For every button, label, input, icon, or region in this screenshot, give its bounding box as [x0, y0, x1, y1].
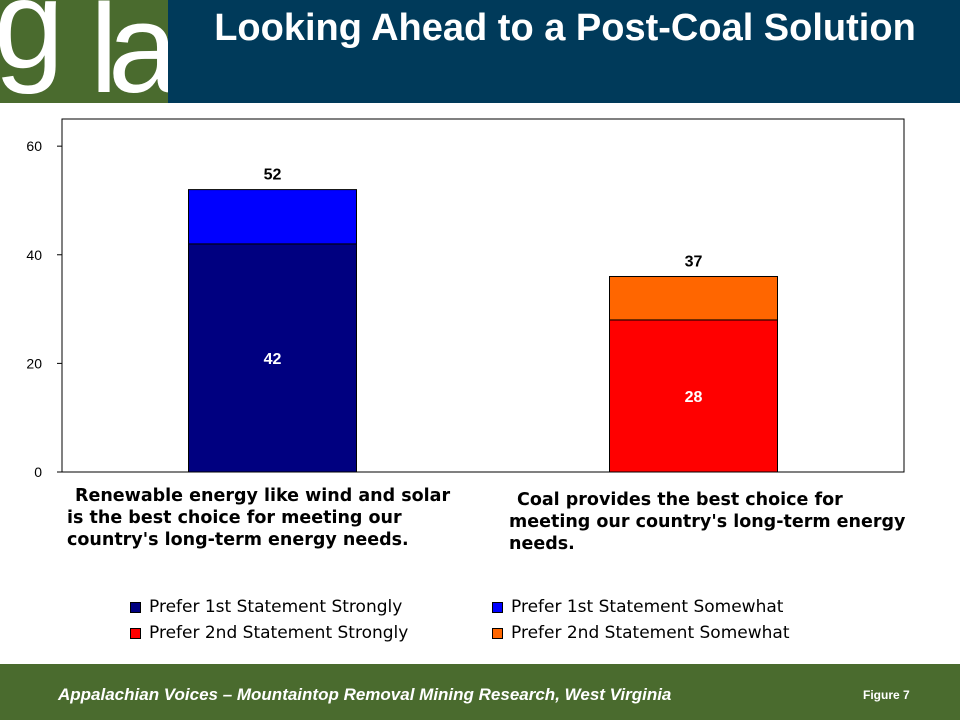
bar-total-label: 52 [264, 167, 282, 184]
bar-segment [188, 189, 357, 245]
footer-source-text: Appalachian Voices – Mountaintop Removal… [58, 685, 672, 704]
bar-segment [609, 319, 778, 473]
legend-label: Prefer 1st Statement Strongly [149, 597, 403, 617]
category-label-renewable: Renewable energy like wind and solar is … [67, 486, 451, 550]
stacked-bar-chart: 0 20 40 60 42 52 28 37 [26, 118, 905, 480]
legend-item-1st-somewhat: Prefer 1st Statement Somewhat [492, 596, 783, 618]
logo-letter-a: a [108, 0, 168, 103]
slide-title: Looking Ahead to a Post-Coal Solution [214, 7, 916, 49]
legend-label: Prefer 2nd Statement Somewhat [511, 623, 790, 643]
header-banner: g l a Looking Ahead to a Post-Coal Solut… [0, 0, 960, 103]
category-label-coal: Coal provides the best choice for meetin… [509, 490, 906, 554]
chart-legend: Prefer 1st Statement Strongly Prefer 1st… [130, 596, 870, 646]
legend-label: Prefer 2nd Statement Strongly [149, 623, 409, 643]
logo-letter-g: g [0, 0, 65, 95]
legend-swatch [492, 601, 503, 613]
legend-swatch [492, 627, 503, 639]
legend-item-2nd-strongly: Prefer 2nd Statement Strongly [130, 622, 408, 644]
legend-item-1st-strongly: Prefer 1st Statement Strongly [130, 596, 402, 618]
bar-segment [188, 243, 357, 473]
legend-item-2nd-somewhat: Prefer 2nd Statement Somewhat [492, 622, 789, 644]
logo-letter-l: l [90, 0, 118, 103]
y-tick-label: 0 [34, 464, 42, 480]
bar-inner-label: 28 [685, 389, 703, 406]
figure-number: Figure 7 [863, 688, 910, 702]
footer-banner: Appalachian Voices – Mountaintop Removal… [0, 664, 960, 720]
bar-inner-label: 42 [264, 351, 282, 368]
y-tick-label: 20 [26, 355, 42, 371]
legend-swatch [130, 601, 141, 613]
legend-swatch [130, 627, 141, 639]
bar-total-label: 37 [685, 253, 703, 270]
gqr-logo: g l a [0, 0, 168, 103]
y-tick-label: 60 [26, 138, 42, 154]
bar-segment [609, 275, 778, 321]
legend-label: Prefer 1st Statement Somewhat [511, 597, 784, 617]
y-tick-label: 40 [26, 247, 42, 263]
